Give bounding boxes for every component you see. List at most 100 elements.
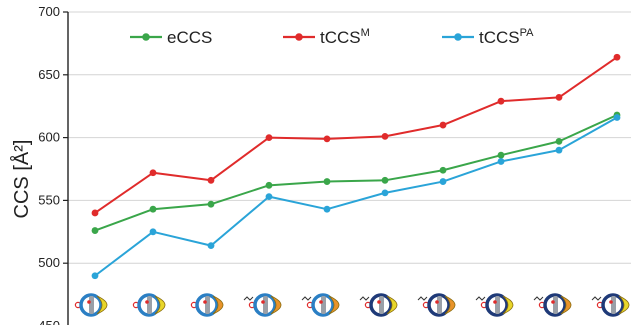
data-point-0-4 (323, 178, 331, 185)
data-point-1-3 (265, 134, 273, 142)
y-axis-title: CCS [Å²] (10, 140, 33, 219)
ring-left (195, 293, 219, 317)
red-marker (377, 300, 381, 304)
y-tick-label-650: 650 (38, 67, 60, 82)
data-point-0-6 (439, 166, 447, 174)
red-marker (145, 300, 149, 304)
pyrrole-lobe (212, 295, 224, 315)
molecule-glyph-8 (533, 293, 572, 317)
data-point-0-2 (207, 200, 215, 208)
pyrrole-lobe (444, 295, 456, 315)
series-lines (91, 53, 621, 280)
red-marker (551, 300, 555, 304)
alkyl-chain (243, 296, 254, 301)
y-tick-label-550: 550 (38, 192, 60, 207)
data-point-2-1 (149, 228, 157, 236)
ring-left (427, 293, 451, 317)
core-unit (263, 296, 268, 314)
data-point-0-1 (149, 205, 157, 213)
alkyl-chain (475, 296, 486, 301)
red-marker (87, 300, 91, 304)
legend-item-0: eCCS (130, 28, 212, 47)
series-0 (91, 111, 621, 234)
pyrrole-lobe (618, 295, 630, 315)
ring-left (485, 293, 509, 317)
data-point-0-5 (381, 176, 389, 184)
pyrrole-lobe (270, 295, 282, 315)
data-point-1-5 (381, 132, 389, 140)
pyrrole-lobe (502, 295, 514, 315)
red-marker (319, 300, 323, 304)
y-tick-label-700: 700 (38, 4, 60, 19)
molecule-glyph-1 (132, 293, 166, 317)
legend-swatch-dot-1 (295, 33, 303, 41)
pyrrole-lobe (154, 295, 166, 315)
ring-left (369, 293, 393, 317)
core-unit (553, 296, 558, 314)
data-point-2-3 (265, 193, 273, 201)
core-unit (611, 296, 616, 314)
ring-left (137, 293, 161, 317)
red-marker (203, 300, 207, 304)
core-unit (147, 296, 152, 314)
core-unit (379, 296, 384, 314)
y-tick-label-450: 450 (38, 318, 60, 325)
alkyl-chain (591, 296, 602, 301)
alkyl-chain (417, 296, 428, 301)
data-point-2-6 (439, 178, 447, 185)
red-marker (493, 300, 497, 304)
data-point-0-8 (555, 137, 563, 145)
y-tick-labels: 450 500 550 600 650 700 (38, 4, 60, 325)
red-marker (435, 300, 439, 304)
alkyl-chain (301, 296, 312, 301)
series-line-1 (94, 56, 618, 214)
pyrrole-lobe (96, 295, 108, 315)
legend-label-2: tCCSPA (479, 27, 534, 47)
legend-swatch-dot-2 (454, 33, 462, 41)
molecule-glyph-9 (591, 293, 630, 317)
data-point-2-9 (613, 114, 621, 121)
pyrrole-lobe (560, 295, 572, 315)
y-tick-label-600: 600 (38, 130, 60, 145)
red-marker (609, 300, 613, 304)
core-unit (205, 296, 210, 314)
data-point-1-4 (323, 135, 331, 143)
data-point-0-3 (265, 181, 273, 189)
core-unit (321, 296, 326, 314)
data-point-1-0 (91, 209, 99, 217)
y-tick-label-500: 500 (38, 255, 60, 270)
legend: eCCS tCCSM tCCSPA (130, 27, 534, 47)
molecule-glyph-4 (301, 293, 340, 317)
data-point-2-8 (555, 146, 563, 154)
series-line-0 (94, 114, 618, 232)
legend-item-1: tCCSM (283, 27, 370, 47)
alkyl-chain (533, 296, 544, 301)
legend-label-1: tCCSM (320, 27, 370, 47)
data-point-0-0 (91, 227, 99, 234)
data-point-2-5 (381, 189, 389, 197)
data-point-1-2 (207, 176, 215, 184)
ring-left (253, 293, 277, 317)
ring-left (601, 293, 625, 317)
molecule-glyph-0 (74, 293, 108, 317)
series-2 (91, 114, 621, 280)
legend-swatch-dot-0 (142, 33, 150, 41)
core-unit (495, 296, 500, 314)
legend-item-2: tCCSPA (442, 27, 534, 47)
red-marker (261, 300, 265, 304)
core-unit (437, 296, 442, 314)
series-line-2 (94, 116, 618, 277)
y-axis (63, 11, 69, 325)
data-point-2-2 (207, 242, 215, 250)
core-unit (89, 296, 94, 314)
ring-left (543, 293, 567, 317)
molecule-glyph-3 (243, 293, 282, 317)
legend-label-0: eCCS (167, 28, 212, 47)
molecule-glyph-7 (475, 293, 514, 317)
series-1 (91, 53, 621, 217)
pyrrole-lobe (328, 295, 340, 315)
ring-left (311, 293, 335, 317)
data-point-1-9 (613, 53, 621, 61)
data-point-0-7 (497, 151, 505, 159)
data-point-2-0 (91, 272, 99, 280)
